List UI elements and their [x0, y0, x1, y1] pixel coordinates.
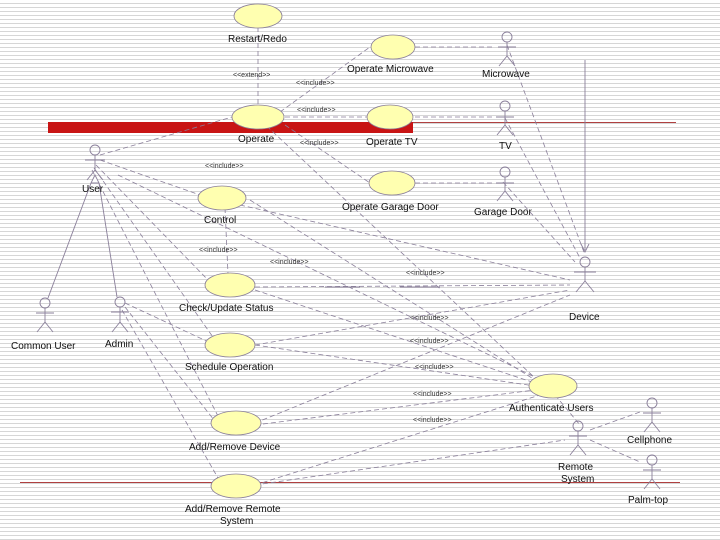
actor-user-figure	[85, 144, 105, 181]
use-case-control-ellipse	[197, 185, 247, 211]
use-case-restart-redo-ellipse	[233, 3, 283, 29]
actor-device-label: Device	[569, 312, 600, 323]
actor-device-figure	[574, 256, 596, 293]
stereotype-include-label-5: <<include>>	[199, 247, 238, 254]
actor-common-user-label: Common User	[11, 341, 76, 352]
use-case-operate-tv-label: Operate TV	[366, 137, 418, 148]
use-case-add-remove-remote-system-label-line2: System	[220, 516, 254, 527]
actor-common-user-figure	[36, 297, 54, 333]
actor-microwave-figure	[498, 31, 516, 67]
use-case-operate-microwave-label: Operate Microwave	[347, 64, 434, 75]
use-case-add-remove-device-ellipse	[210, 410, 262, 436]
system-boundary-bottom-line	[20, 482, 680, 483]
use-case-operate-garage-door-label: Operate Garage Door	[342, 202, 439, 213]
arrows	[325, 60, 590, 288]
actor-admin-label: Admin	[105, 339, 134, 350]
use-case-restart-redo-label: Restart/Redo	[228, 34, 287, 45]
stereotype-include-label-7: <<include>>	[406, 270, 445, 277]
use-case-operate-tv-ellipse	[366, 104, 414, 130]
actor-garage-door-label: Garage Door	[474, 207, 532, 218]
stereotype-extend-label: <<extend>>	[233, 72, 271, 79]
actor-palm-top-label: Palm-top	[628, 495, 669, 506]
actor-remote-system-figure	[569, 420, 587, 456]
actor-user-label: User	[82, 184, 104, 195]
use-case-schedule-operation-label: Schedule Operation	[185, 362, 274, 373]
use-case-control-label: Control	[204, 215, 237, 226]
use-case-authenticate-users-label: Authenticate Users	[509, 403, 594, 414]
red-band	[48, 122, 413, 133]
use-case-operate-ellipse	[231, 104, 285, 130]
stereotype-include-label-12: <<include>>	[413, 417, 452, 424]
actor-tv-figure	[496, 100, 514, 136]
stereotype-include-label-9: <<include>>	[410, 338, 449, 345]
actor-remote-system-label-line2: System	[561, 474, 595, 485]
actor-garage-door-figure	[496, 166, 514, 202]
system-boundary-top-line	[413, 122, 676, 123]
use-case-operate-garage-door-ellipse	[368, 170, 416, 196]
use-case-schedule-operation-ellipse	[204, 332, 256, 358]
stereotype-include-label-2: <<include>>	[297, 107, 336, 114]
use-case-add-remove-remote-system-label: Add/Remove Remote	[185, 504, 281, 515]
stereotype-include-label-4: <<include>>	[205, 163, 244, 170]
actor-admin-figure	[111, 296, 129, 333]
use-case-operate-label: Operate	[238, 134, 275, 145]
use-case-check-update-status-ellipse	[204, 272, 256, 298]
stereotype-include-label-11: <<include>>	[413, 391, 452, 398]
use-case-add-remove-remote-system-ellipse	[210, 473, 262, 499]
stereotype-include-label-1: <<include>>	[296, 80, 335, 87]
stereotype-include-label-8: <<include>>	[410, 315, 449, 322]
stereotype-include-label-10: <<include>>	[415, 364, 454, 371]
use-cases	[197, 3, 578, 499]
generalization-arrow-head	[90, 173, 100, 184]
actor-remote-system-label: Remote	[558, 462, 594, 473]
stereotype-include-label-3: <<include>>	[300, 140, 339, 147]
use-case-add-remove-device-label: Add/Remove Device	[189, 442, 281, 453]
use-case-check-update-status-label: Check/Update Status	[179, 303, 274, 314]
actor-tv-label: TV	[499, 141, 512, 152]
actors	[36, 31, 661, 490]
actor-palm-top-figure	[643, 454, 661, 490]
associations	[91, 25, 641, 486]
use-case-authenticate-users-ellipse	[528, 373, 578, 399]
actor-cellphone-label: Cellphone	[627, 435, 673, 446]
actor-microwave-label: Microwave	[482, 69, 530, 80]
actor-cellphone-figure	[643, 397, 661, 433]
stereotype-include-label-6: <<include>>	[270, 259, 309, 266]
use-case-operate-microwave-ellipse	[370, 34, 416, 60]
